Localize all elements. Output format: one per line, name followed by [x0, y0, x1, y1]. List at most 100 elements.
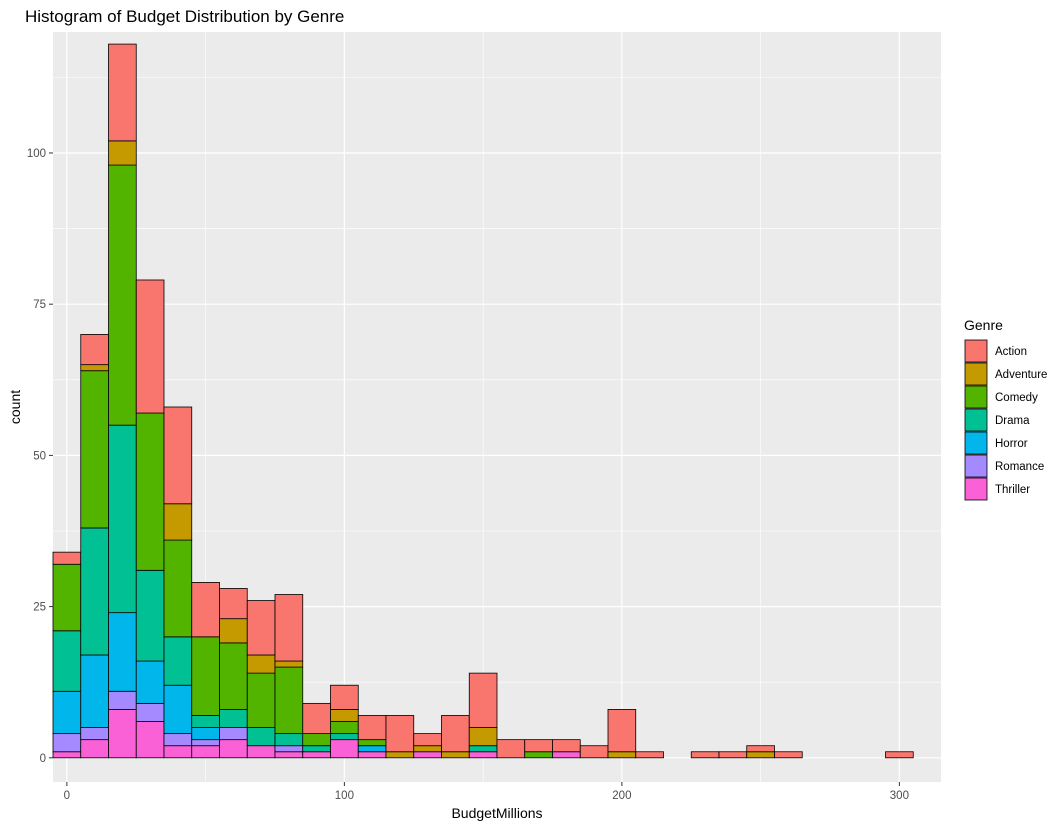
- bar-segment-action: [191, 582, 220, 638]
- bar-segment-adventure: [274, 660, 304, 668]
- bar-segment-thriller: [163, 745, 193, 759]
- bar-segment-drama: [80, 527, 109, 656]
- bar-segment-romance: [52, 733, 82, 753]
- y-tick-label: 50: [33, 450, 46, 462]
- bar-segment-adventure: [413, 745, 442, 753]
- bar-segment-action: [274, 594, 304, 662]
- bar-segment-drama: [219, 709, 248, 728]
- bar-segment-drama: [108, 424, 137, 614]
- bar-segment-action: [746, 745, 775, 753]
- bar-segment-action: [524, 739, 553, 753]
- bar-segment-thriller: [80, 739, 109, 759]
- bar-segment-thriller: [135, 721, 165, 759]
- bar-segment-action: [441, 715, 470, 753]
- bar-segment-comedy: [330, 721, 359, 735]
- bar-segment-action: [774, 751, 803, 759]
- legend-key-comedy: [964, 385, 988, 409]
- bar-segment-thriller: [330, 739, 359, 759]
- bar-segment-romance: [191, 739, 220, 747]
- x-tick-label: 100: [335, 790, 354, 802]
- bar-segment-romance: [219, 727, 248, 741]
- bar-segment-adventure: [80, 364, 109, 372]
- bar-segment-thriller: [552, 751, 581, 759]
- bar-segment-thriller: [52, 751, 82, 759]
- bar-segment-horror: [357, 745, 387, 753]
- bar-segment-adventure: [441, 751, 470, 759]
- bar-segment-action: [52, 551, 82, 565]
- bar-segment-adventure: [607, 751, 637, 759]
- legend-title: Genre: [964, 317, 1003, 333]
- bar-segment-comedy: [52, 563, 82, 632]
- legend-label-drama: Drama: [995, 415, 1030, 427]
- bar-segment-action: [607, 709, 637, 753]
- bars: [52, 43, 914, 759]
- legend-key-adventure: [964, 362, 988, 386]
- bar-segment-romance: [274, 745, 304, 753]
- x-tick-label: 0: [64, 790, 70, 802]
- legend: Genre Action Adventure Comedy Drama Horror Ro…: [964, 317, 1047, 501]
- bar-segment-action: [330, 684, 359, 710]
- bar-segment-adventure: [163, 503, 193, 541]
- bar-segment-romance: [80, 727, 109, 741]
- x-tick-label: 300: [890, 790, 909, 802]
- bar-segment-adventure: [246, 654, 276, 674]
- bar-segment-action: [718, 751, 748, 759]
- bar-segment-thriller: [274, 751, 304, 759]
- bar-segment-adventure: [746, 751, 775, 759]
- bar-segment-action: [80, 334, 109, 366]
- bar-segment-comedy: [524, 751, 553, 759]
- bar-segment-action: [246, 600, 276, 656]
- bar-segment-comedy: [302, 733, 331, 747]
- bar-segment-thriller: [108, 709, 137, 759]
- legend-label-adventure: Adventure: [995, 369, 1047, 381]
- y-tick-label: 75: [33, 299, 46, 311]
- bar-segment-adventure: [219, 618, 248, 644]
- bar-segment-comedy: [135, 412, 165, 571]
- bar-segment-action: [468, 672, 498, 728]
- y-axis: 0 25 50 75 100: [27, 148, 53, 765]
- legend-key-drama: [964, 408, 988, 432]
- bar-segment-drama: [246, 727, 276, 747]
- bar-segment-comedy: [219, 642, 248, 710]
- bar-segment-drama: [302, 745, 331, 753]
- legend-key-action: [964, 339, 988, 363]
- bar-segment-romance: [108, 690, 137, 710]
- bar-segment-thriller: [246, 745, 276, 759]
- legend-label-romance: Romance: [995, 461, 1044, 473]
- bar-segment-drama: [52, 630, 82, 692]
- bar-segment-comedy: [246, 672, 276, 728]
- bar-segment-comedy: [80, 370, 109, 529]
- bar-segment-action: [635, 751, 664, 759]
- y-tick-label: 100: [27, 148, 46, 160]
- bar-segment-adventure: [468, 727, 498, 747]
- chart-title: Histogram of Budget Distribution by Genr…: [25, 7, 344, 26]
- bar-segment-thriller: [357, 751, 387, 759]
- y-tick-label: 0: [40, 753, 46, 765]
- bar-segment-drama: [274, 733, 304, 747]
- bar-segment-action: [885, 751, 914, 759]
- bar-segment-horror: [80, 654, 109, 728]
- bar-segment-action: [219, 588, 248, 620]
- bar-segment-adventure: [108, 140, 137, 166]
- legend-key-romance: [964, 454, 988, 478]
- legend-label-comedy: Comedy: [995, 392, 1038, 404]
- bar-segment-comedy: [274, 666, 304, 735]
- bar-segment-comedy: [108, 164, 137, 426]
- bar-segment-action: [357, 715, 387, 741]
- bar-segment-romance: [163, 733, 193, 747]
- legend-key-thriller: [964, 477, 988, 501]
- x-axis-title: BudgetMillions: [451, 805, 542, 821]
- y-axis-title: count: [7, 390, 23, 424]
- bar-segment-thriller: [191, 745, 220, 759]
- bar-segment-drama: [163, 636, 193, 686]
- bar-segment-drama: [135, 569, 165, 662]
- bar-segment-romance: [135, 702, 165, 722]
- bar-segment-adventure: [385, 751, 415, 759]
- bar-segment-action: [108, 43, 137, 142]
- bar-segment-horror: [108, 612, 137, 692]
- bar-segment-comedy: [191, 636, 220, 716]
- legend-label-action: Action: [995, 346, 1027, 358]
- x-tick-label: 200: [612, 790, 631, 802]
- bar-segment-horror: [163, 684, 193, 735]
